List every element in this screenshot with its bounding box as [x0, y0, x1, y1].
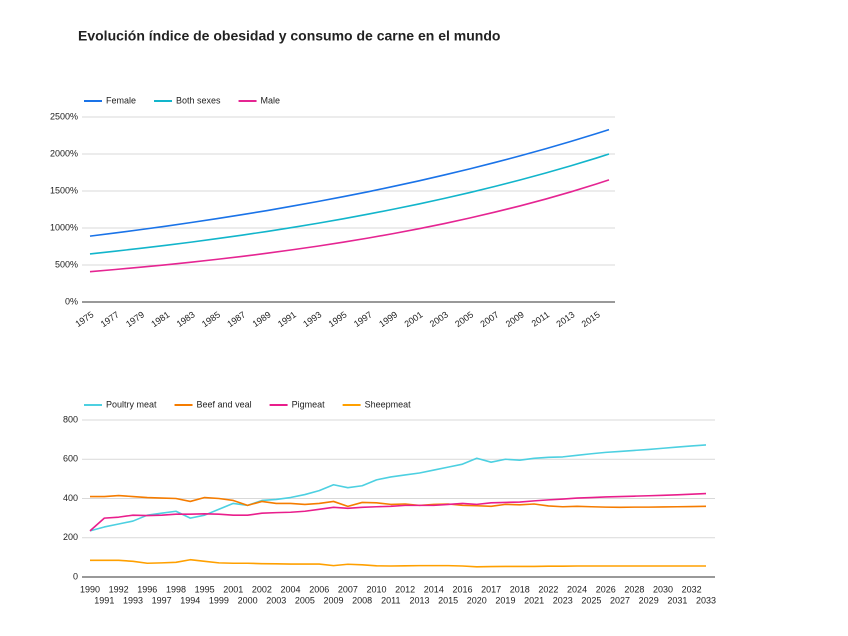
x-tick-label: 1981 [149, 309, 171, 329]
x-tick-label: 2005 [295, 595, 315, 605]
x-tick-label: 2005 [453, 309, 475, 329]
x-tick-label: 1991 [94, 595, 114, 605]
x-tick-label: 1983 [175, 309, 197, 329]
series-line [89, 492, 707, 532]
series-line [89, 179, 610, 273]
page-title: Evolución índice de obesidad y consumo d… [78, 28, 500, 44]
x-tick-label: 2030 [653, 584, 673, 594]
x-tick-label: 1993 [301, 309, 323, 329]
legend-label: Beef and veal [197, 399, 252, 409]
y-tick-label: 1000% [50, 222, 78, 232]
x-tick-label: 2025 [581, 595, 601, 605]
x-tick-label: 2004 [281, 584, 301, 594]
x-tick-label: 2024 [567, 584, 587, 594]
x-tick-label: 2020 [467, 595, 487, 605]
series-line [89, 153, 610, 255]
y-tick-label: 0 [73, 571, 78, 581]
x-tick-label: 2017 [481, 584, 501, 594]
x-tick-label: 2003 [428, 309, 450, 329]
x-tick-label: 2018 [510, 584, 530, 594]
x-tick-label: 2027 [610, 595, 630, 605]
x-tick-label: 2007 [338, 584, 358, 594]
x-tick-label: 2003 [266, 595, 286, 605]
x-tick-label: 1999 [377, 309, 399, 329]
x-tick-label: 2026 [596, 584, 616, 594]
x-tick-label: 2001 [223, 584, 243, 594]
y-tick-label: 1500% [50, 185, 78, 195]
x-tick-label: 2023 [553, 595, 573, 605]
x-tick-label: 2013 [409, 595, 429, 605]
x-tick-label: 2011 [530, 309, 552, 328]
series-line [90, 494, 707, 509]
y-tick-label: 600 [63, 454, 78, 464]
x-tick-label: 1979 [124, 309, 146, 329]
series-line [89, 128, 610, 237]
x-tick-label: 1994 [180, 595, 200, 605]
x-tick-label: 2006 [309, 584, 329, 594]
legend-label: Female [106, 95, 136, 105]
legend-label: Male [261, 95, 281, 105]
x-tick-label: 2021 [524, 595, 544, 605]
series-line [89, 444, 707, 532]
x-tick-label: 1985 [200, 309, 222, 329]
x-tick-label: 1977 [99, 309, 121, 329]
x-tick-label: 1991 [276, 309, 298, 329]
x-tick-label: 1992 [109, 584, 129, 594]
x-tick-label: 1999 [209, 595, 229, 605]
x-tick-label: 2015 [580, 309, 602, 329]
x-tick-label: 1998 [166, 584, 186, 594]
x-tick-label: 2007 [478, 309, 500, 329]
x-tick-label: 2019 [495, 595, 515, 605]
x-tick-label: 1997 [152, 595, 172, 605]
legend-label: Both sexes [176, 95, 221, 105]
x-tick-label: 2029 [639, 595, 659, 605]
x-tick-label: 2009 [324, 595, 344, 605]
x-tick-label: 2032 [682, 584, 702, 594]
x-tick-label: 2012 [395, 584, 415, 594]
y-tick-label: 500% [55, 259, 78, 269]
x-tick-label: 2000 [238, 595, 258, 605]
x-tick-label: 2002 [252, 584, 272, 594]
x-tick-label: 2011 [381, 595, 400, 605]
x-tick-label: 1975 [73, 309, 95, 329]
x-tick-label: 1987 [225, 309, 247, 329]
y-tick-label: 2000% [50, 148, 78, 158]
x-tick-label: 2033 [696, 595, 716, 605]
x-tick-label: 2016 [452, 584, 472, 594]
x-tick-label: 2028 [624, 584, 644, 594]
legend-label: Pigmeat [292, 399, 326, 409]
x-tick-label: 2015 [438, 595, 458, 605]
x-tick-label: 2001 [402, 309, 424, 329]
x-tick-label: 1993 [123, 595, 143, 605]
x-tick-label: 2010 [366, 584, 386, 594]
legend-label: Poultry meat [106, 399, 157, 409]
x-tick-label: 2009 [504, 309, 526, 329]
x-tick-label: 2022 [538, 584, 558, 594]
y-tick-label: 800 [63, 414, 78, 424]
x-tick-label: 1995 [327, 309, 349, 329]
x-tick-label: 1997 [352, 309, 374, 329]
x-tick-label: 1995 [195, 584, 215, 594]
x-tick-label: 2031 [667, 595, 687, 605]
x-tick-label: 2013 [554, 309, 576, 329]
y-tick-label: 400 [63, 493, 78, 503]
x-tick-label: 1989 [251, 309, 273, 329]
x-tick-label: 1996 [137, 584, 157, 594]
y-tick-label: 200 [63, 532, 78, 542]
x-tick-label: 1990 [80, 584, 100, 594]
legend-label: Sheepmeat [365, 399, 412, 409]
x-tick-label: 2014 [424, 584, 444, 594]
y-tick-label: 2500% [50, 111, 78, 121]
y-tick-label: 0% [65, 296, 78, 306]
series-line [90, 558, 706, 568]
x-tick-label: 2008 [352, 595, 372, 605]
